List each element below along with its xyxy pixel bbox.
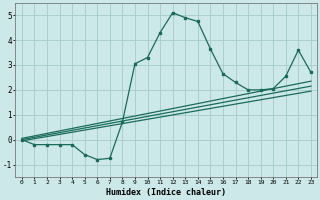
X-axis label: Humidex (Indice chaleur): Humidex (Indice chaleur): [106, 188, 226, 197]
